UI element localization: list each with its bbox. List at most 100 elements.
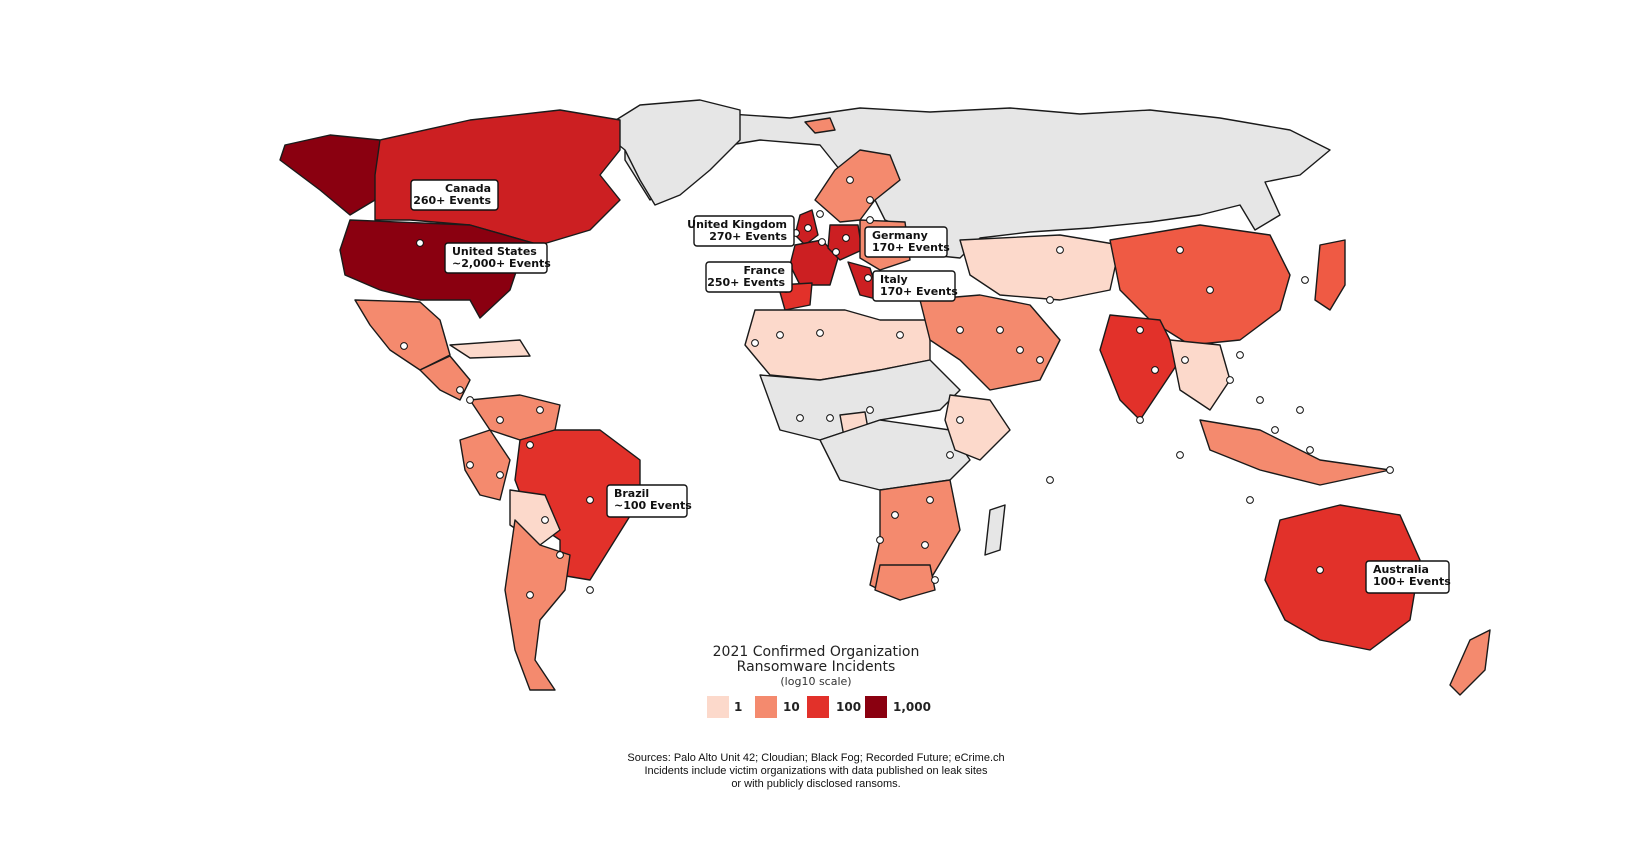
legend-swatch [707, 696, 729, 718]
source-note-line3: or with publicly disclosed ransoms. [731, 778, 901, 790]
scandinavia [814, 149, 901, 223]
legend-label: 1 [734, 700, 742, 714]
callout-france-name: France [744, 264, 785, 277]
incident-marker [896, 331, 904, 339]
canada [374, 109, 621, 246]
incident-marker [816, 329, 824, 337]
china [1109, 224, 1291, 346]
incident-marker [956, 326, 964, 334]
incident-marker [866, 196, 874, 204]
incident-marker [1151, 366, 1159, 374]
incident-marker [846, 176, 854, 184]
incident-marker [456, 386, 464, 394]
incident-marker [1136, 416, 1144, 424]
incident-marker [1256, 396, 1264, 404]
incident-marker [1206, 286, 1214, 294]
source-note-line2: Incidents include victim organizations w… [644, 765, 988, 777]
greenland [599, 99, 741, 206]
central-africa [819, 419, 971, 491]
incident-marker [876, 536, 884, 544]
madagascar [984, 504, 1006, 556]
incident-marker [1301, 276, 1309, 284]
callout-canada-name: Canada [445, 182, 491, 195]
incident-marker [931, 576, 939, 584]
legend-swatch [865, 696, 887, 718]
incident-marker [1046, 476, 1054, 484]
incident-marker [826, 414, 834, 422]
incident-marker [832, 248, 840, 256]
callout-united-states-count: ~2,000+ Events [452, 257, 551, 270]
legend: 2021 Confirmed Organization Ransomware I… [707, 644, 931, 718]
incident-marker [946, 451, 954, 459]
incident-marker [1036, 356, 1044, 364]
peru-ecuador [459, 429, 511, 501]
incident-marker [1016, 346, 1024, 354]
incident-marker [536, 406, 544, 414]
incident-marker [1386, 466, 1394, 474]
callout-united-kingdom-count: 270+ Events [709, 230, 787, 243]
callout-united-states: United States~2,000+ Events [444, 242, 551, 274]
incident-marker [400, 342, 408, 350]
indonesia [1199, 419, 1391, 486]
incident-marker [496, 471, 504, 479]
incident-marker [1176, 246, 1184, 254]
incident-marker [891, 511, 899, 519]
south-africa [874, 564, 936, 601]
australia [1264, 504, 1421, 651]
incident-marker [1306, 446, 1314, 454]
incident-marker [1136, 326, 1144, 334]
middle-east [919, 294, 1061, 391]
incident-marker [1176, 451, 1184, 459]
central-asia [959, 234, 1121, 301]
alaska [279, 134, 381, 216]
caribbean [449, 339, 531, 359]
incident-marker [816, 210, 824, 218]
callout-brazil: Brazil~100 Events [606, 484, 692, 518]
incident-marker [466, 461, 474, 469]
callout-france-count: 250+ Events [707, 276, 785, 289]
incident-marker [1056, 246, 1064, 254]
incident-marker [1316, 566, 1324, 574]
incident-marker [526, 441, 534, 449]
incident-marker [866, 406, 874, 414]
incident-marker [466, 396, 474, 404]
incident-marker-layer [400, 176, 1394, 599]
incident-marker [866, 216, 874, 224]
incident-marker [804, 224, 812, 232]
source-notes: Sources: Palo Alto Unit 42; Cloudian; Bl… [0, 752, 1632, 791]
callout-united-kingdom-name: United Kingdom [687, 218, 787, 231]
callout-australia-count: 100+ Events [1373, 575, 1451, 588]
japan [1314, 239, 1346, 311]
country-layer [279, 99, 1491, 696]
incident-marker [556, 551, 564, 559]
incident-marker [416, 239, 424, 247]
incident-marker [586, 586, 594, 594]
incident-marker [526, 591, 534, 599]
incident-marker [541, 516, 549, 524]
legend-label: 10 [783, 700, 800, 714]
source-note-line1: Sources: Palo Alto Unit 42; Cloudian; Bl… [627, 752, 1005, 764]
legend-subtitle: (log10 scale) [780, 675, 851, 688]
legend-title-line1: 2021 Confirmed Organization [713, 644, 920, 660]
callout-germany-name: Germany [872, 229, 928, 242]
legend-label: 1,000 [893, 700, 931, 714]
incident-marker [818, 238, 826, 246]
incident-marker [842, 234, 850, 242]
callout-italy-count: 170+ Events [880, 285, 958, 298]
incident-marker [1296, 406, 1304, 414]
incident-marker [751, 339, 759, 347]
incident-marker [496, 416, 504, 424]
incident-marker [926, 496, 934, 504]
new-zealand [1449, 629, 1491, 696]
incident-marker [586, 496, 594, 504]
incident-marker [956, 416, 964, 424]
incident-marker [1246, 496, 1254, 504]
incident-marker [996, 326, 1004, 334]
iceland [804, 117, 836, 134]
legend-swatch [755, 696, 777, 718]
